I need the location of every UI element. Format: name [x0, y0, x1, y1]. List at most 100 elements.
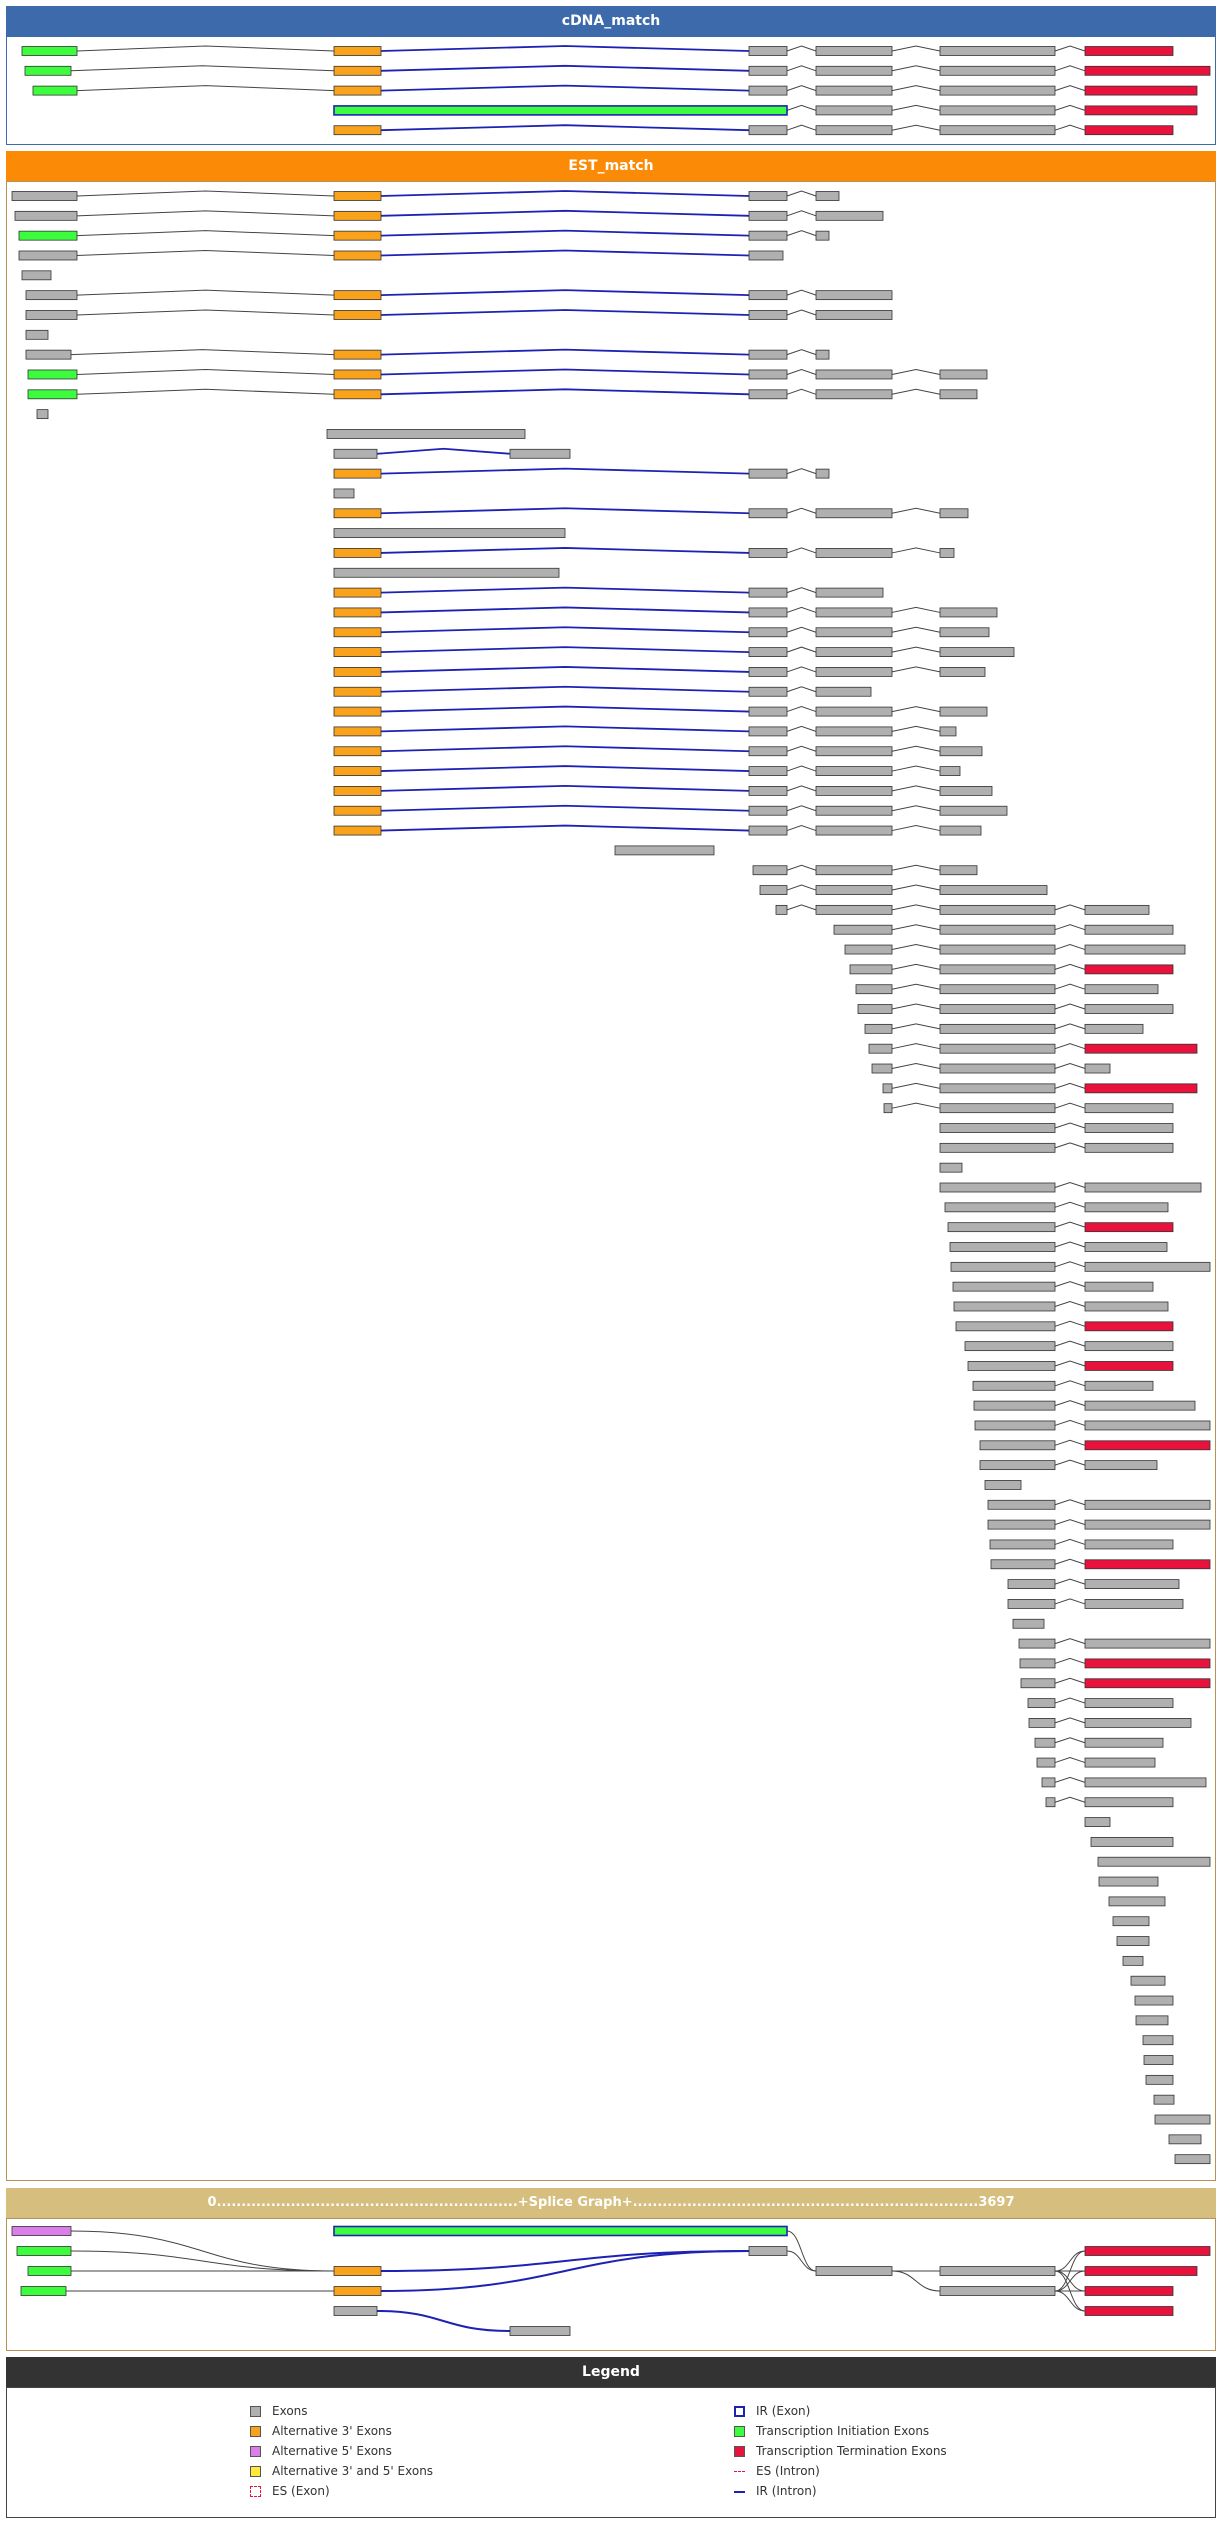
est-exon-initiation — [27, 389, 78, 400]
est-intron — [1054, 1757, 1086, 1764]
est-exon-exon — [815, 885, 893, 895]
est-exon-exon — [833, 924, 893, 935]
cdna-track-canvas — [21, 45, 1211, 136]
est-intron — [380, 249, 750, 257]
est-exon-exon — [815, 706, 893, 717]
cdna-intron — [786, 85, 817, 92]
est-intron — [891, 666, 941, 673]
cdna-intron — [891, 65, 941, 72]
est-intron — [380, 229, 750, 237]
est-intron — [786, 468, 817, 475]
est-exon-exon — [1084, 1499, 1211, 1510]
est-intron — [380, 467, 750, 475]
splice-graph-panel: 0.......................................… — [6, 2188, 1216, 2351]
est-exon-exon — [36, 409, 49, 420]
est-intron — [70, 349, 335, 356]
cdna-intron — [786, 104, 817, 111]
legend-label: Exons — [272, 2404, 308, 2418]
est-intron — [1054, 963, 1086, 970]
est-intron — [1054, 1122, 1086, 1129]
est-intron — [891, 1102, 941, 1109]
est-intron — [1054, 1023, 1086, 1030]
cdna-intron — [786, 45, 817, 52]
splice-graph-edge — [70, 2250, 335, 2272]
est-exon-exon — [950, 1261, 1056, 1272]
splice-graph-title: 0.......................................… — [6, 2188, 1216, 2218]
est-intron — [891, 924, 941, 931]
cdna-intron — [1054, 104, 1086, 111]
est-exon-exon — [748, 210, 788, 221]
est-intron — [1054, 1340, 1086, 1347]
est-exon-exon — [1122, 1955, 1144, 1966]
est-exon-termination — [1084, 1361, 1174, 1371]
est-exon-exon — [748, 607, 788, 618]
est-intron — [1054, 1261, 1086, 1268]
cdna-intron — [380, 64, 750, 72]
cdna-exon-exon — [939, 125, 1056, 136]
est-intron — [891, 785, 941, 792]
est-intron — [1054, 1102, 1086, 1109]
est-intron — [380, 705, 750, 713]
est-exon-exon — [939, 1083, 1056, 1094]
est-intron — [891, 765, 941, 772]
est-intron — [1054, 1459, 1086, 1466]
est-exon-exon — [21, 270, 52, 281]
splice-graph-node-exon — [939, 2286, 1056, 2296]
cdna-intron — [786, 124, 817, 131]
cdna-exon-termination — [1084, 46, 1174, 56]
est-exon-exon — [939, 1162, 963, 1173]
est-exon-exon — [1084, 1063, 1111, 1074]
est-exon-exon — [1084, 1777, 1207, 1788]
est-exon-exon — [748, 191, 788, 201]
cdna-intron — [891, 104, 941, 111]
est-exon-termination — [1084, 1559, 1211, 1570]
est-intron — [1054, 1181, 1086, 1188]
est-exon-termination — [1084, 964, 1174, 975]
est-exon-exon — [967, 1361, 1056, 1371]
splice-graph-edge — [380, 2250, 750, 2272]
est-intron — [786, 864, 817, 871]
cdna-intron — [1054, 124, 1086, 131]
est-exon-exon — [1084, 1301, 1169, 1312]
est-exon-exon — [25, 329, 49, 340]
est-exon-alt3 — [333, 647, 382, 657]
est-intron — [786, 388, 817, 395]
est-intron — [786, 745, 817, 752]
est-intron — [786, 666, 817, 673]
est-exon-exon — [1084, 904, 1150, 915]
est-exon-exon — [748, 805, 788, 816]
est-exon-exon — [815, 349, 830, 360]
est-exon-exon — [939, 964, 1056, 975]
est-exon-exon — [1084, 1242, 1168, 1252]
est-intron — [380, 745, 750, 753]
est-exon-exon — [1084, 1281, 1154, 1292]
est-exon-exon — [748, 647, 788, 657]
est-exon-exon — [1098, 1876, 1159, 1887]
est-intron — [891, 547, 941, 554]
est-exon-exon — [939, 746, 983, 757]
cdna-intron — [380, 84, 750, 92]
est-exon-alt3 — [333, 726, 382, 737]
est-exon-exon — [815, 766, 893, 776]
est-intron — [380, 804, 750, 812]
est-exon-exon — [748, 310, 788, 320]
cdna-exon-exon — [815, 85, 893, 96]
est-exon-exon — [939, 1103, 1056, 1114]
est-exon-exon — [1116, 1936, 1150, 1946]
est-exon-exon — [815, 825, 893, 836]
est-exon-exon — [1084, 1698, 1174, 1708]
est-exon-exon — [815, 786, 893, 796]
est-exon-exon — [939, 607, 998, 618]
est-exon-exon — [14, 210, 78, 221]
est-exon-alt3 — [333, 210, 382, 221]
est-exon-exon — [939, 766, 961, 776]
est-intron — [891, 368, 941, 375]
est-intron — [786, 507, 817, 514]
est-exon-exon — [868, 1043, 893, 1054]
est-intron — [1054, 1043, 1086, 1050]
est-intron — [1054, 1142, 1086, 1149]
est-intron — [891, 725, 941, 732]
est-exon-exon — [1027, 1698, 1056, 1708]
cdna-exon-exon — [939, 105, 1056, 116]
est-intron — [1054, 1538, 1086, 1545]
